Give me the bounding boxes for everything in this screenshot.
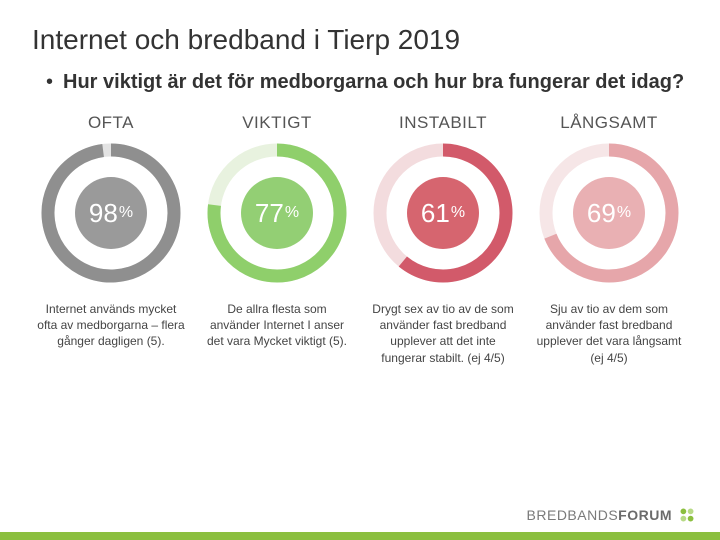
subtitle: Hur viktigt är det för medborgarna och h…: [63, 70, 684, 95]
donut-value: 61: [421, 198, 450, 229]
subtitle-row: • Hur viktigt är det för medborgarna och…: [32, 70, 688, 95]
chart-caption: De allra flesta som använder Internet I …: [198, 301, 356, 350]
donut-chart: 77%: [207, 143, 347, 283]
brand-part1: BREDBANDS: [527, 507, 619, 523]
bottom-accent-bar: [0, 532, 720, 540]
donut-value: 69: [587, 198, 616, 229]
chart-label: VIKTIGT: [242, 113, 312, 133]
donut-center-value: 69%: [539, 143, 679, 283]
donut-center-value: 77%: [207, 143, 347, 283]
percent-sign: %: [451, 204, 465, 222]
chart-column: OFTA 98% Internet används mycket ofta av m…: [32, 113, 190, 366]
donut-value: 77: [255, 198, 284, 229]
donut-center-value: 98%: [41, 143, 181, 283]
bullet-icon: •: [46, 72, 53, 92]
donut-chart: 61%: [373, 143, 513, 283]
donut-value: 98: [89, 198, 118, 229]
brand-part2: FORUM: [618, 507, 672, 523]
donut-chart: 98%: [41, 143, 181, 283]
brand: BREDBANDSFORUM: [527, 506, 696, 524]
donut-center-value: 61%: [373, 143, 513, 283]
chart-caption: Drygt sex av tio av de som använder fast…: [364, 301, 522, 366]
footer: BREDBANDSFORUM: [0, 494, 720, 540]
chart-caption: Internet används mycket ofta av medborga…: [32, 301, 190, 350]
chart-column: VIKTIGT 77% De allra flesta som använder I…: [198, 113, 356, 366]
chart-column: INSTABILT 61% Drygt sex av tio av de som a…: [364, 113, 522, 366]
page-title: Internet och bredband i Tierp 2019: [32, 24, 688, 56]
charts-row: OFTA 98% Internet används mycket ofta av m…: [32, 113, 688, 366]
brand-logo-icon: [678, 506, 696, 524]
chart-column: LÅNGSAMT 69% Sju av tio av dem som använde…: [530, 113, 688, 366]
chart-caption: Sju av tio av dem som använder fast bred…: [530, 301, 688, 366]
percent-sign: %: [285, 204, 299, 222]
chart-label: INSTABILT: [399, 113, 487, 133]
donut-chart: 69%: [539, 143, 679, 283]
percent-sign: %: [617, 204, 631, 222]
chart-label: OFTA: [88, 113, 134, 133]
chart-label: LÅNGSAMT: [560, 113, 658, 133]
brand-text: BREDBANDSFORUM: [527, 507, 672, 523]
slide: Internet och bredband i Tierp 2019 • Hur…: [0, 0, 720, 540]
percent-sign: %: [119, 204, 133, 222]
